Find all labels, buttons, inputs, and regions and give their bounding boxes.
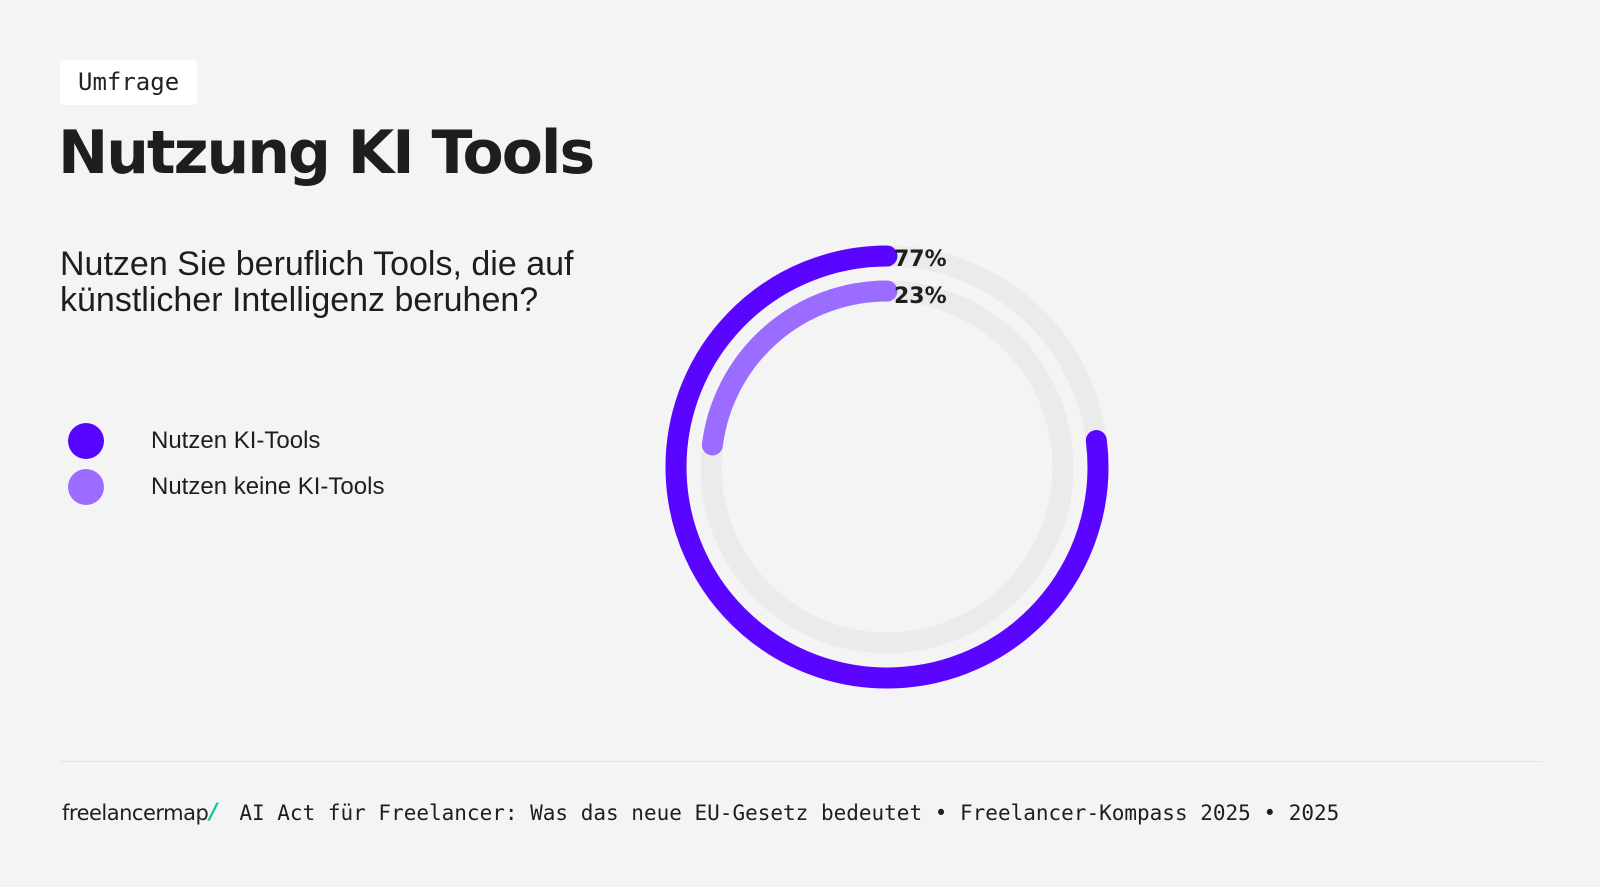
survey-tag: Umfrage <box>60 60 198 105</box>
ring-arc-1 <box>665 245 1109 689</box>
legend-swatch <box>68 469 104 505</box>
chart-legend: Nutzen KI-Tools Nutzen keine KI-Tools <box>68 418 384 510</box>
footer-divider <box>60 761 1542 762</box>
legend-item: Nutzen KI-Tools <box>68 418 384 464</box>
value-label: 23% <box>894 284 947 309</box>
radial-ring-chart: 77% 23% <box>665 245 1109 689</box>
survey-question: Nutzen Sie beruflich Tools, die auf küns… <box>60 245 574 319</box>
brand-logo: freelancermap <box>62 800 209 825</box>
value-label: 77% <box>894 247 947 272</box>
legend-item: Nutzen keine KI-Tools <box>68 464 384 510</box>
legend-label: Nutzen KI-Tools <box>151 427 321 454</box>
brand-logo-slash: / <box>209 800 218 825</box>
ring-arc-2 <box>701 280 898 456</box>
legend-label: Nutzen keine KI-Tools <box>151 473 385 500</box>
page-title: Nutzung KI Tools <box>58 118 595 188</box>
legend-swatch <box>68 423 104 459</box>
source-citation: AI Act für Freelancer: Was das neue EU-G… <box>239 800 1340 825</box>
footer: freelancermap / AI Act für Freelancer: Wa… <box>62 800 1339 825</box>
